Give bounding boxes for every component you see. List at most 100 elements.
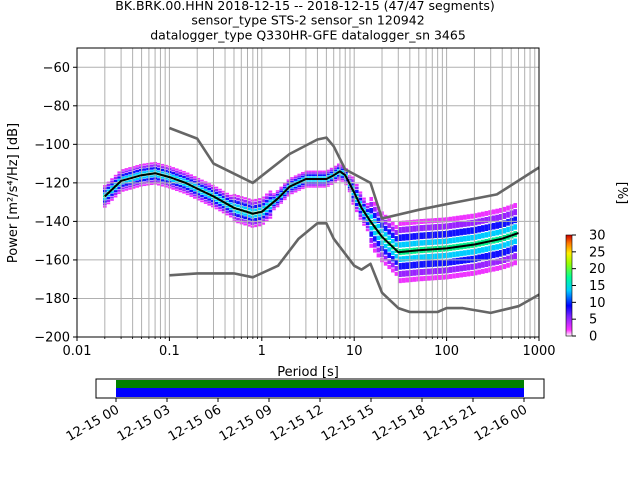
heatmap-cell [427, 232, 431, 239]
heatmap-cell [185, 190, 190, 193]
heatmap-cell [344, 183, 348, 186]
heatmap-cell [441, 231, 446, 238]
heatmap-cell [491, 244, 496, 251]
heatmap-cell [365, 209, 370, 213]
heatmap-cell [337, 179, 341, 181]
heatmap-cell [369, 237, 374, 243]
heatmap-cell [275, 199, 280, 202]
colorbar-tick-label: 5 [589, 313, 597, 328]
heatmap-cell [211, 197, 215, 200]
colorbar-tick-label: 20 [589, 262, 606, 277]
heatmap-cell [164, 185, 168, 188]
heatmap-cell [470, 234, 474, 241]
title-line-3: datalogger_type Q330HR-GFE datalogger_sn… [150, 28, 466, 43]
heatmap-cell [301, 177, 305, 180]
heatmap-cell [193, 183, 197, 186]
heatmap-cell [416, 240, 420, 246]
heatmap-cell [437, 238, 442, 245]
heatmap-cell [221, 192, 226, 196]
heatmap-cell [502, 264, 507, 270]
heatmap-cell [455, 229, 460, 236]
heatmap-cell [225, 197, 230, 201]
y-tick-label: −200 [34, 331, 70, 346]
heatmap-cell [207, 187, 212, 191]
y-axis-ticks: −60 −80 −100 −120 −140 −160 −180 −200 [34, 61, 77, 346]
heatmap-cell [117, 171, 122, 174]
heatmap-cell [121, 189, 125, 192]
heatmap-cell [106, 189, 111, 192]
heatmap-cell [261, 222, 266, 225]
heatmap-cell [358, 194, 363, 197]
heatmap-cell [175, 189, 179, 192]
heatmap-cell [463, 250, 467, 256]
heatmap-cell [157, 181, 161, 184]
heatmap-cell [405, 277, 410, 283]
low-noise-model-line [169, 222, 540, 315]
heatmap-cell [175, 176, 179, 179]
heatmap-cell [211, 189, 215, 193]
heatmap-cell [513, 245, 518, 252]
heatmap-cell [506, 219, 510, 226]
heatmap-cell [506, 247, 510, 255]
heatmap-cell [365, 225, 370, 229]
heatmap-cell [221, 203, 226, 206]
heatmap-cell [135, 167, 140, 170]
heatmap-cell [254, 221, 258, 225]
heatmap-cell [412, 261, 417, 269]
heatmap-cell [218, 196, 222, 199]
x-tick-label: 0.1 [159, 344, 180, 359]
heatmap-cell [207, 203, 212, 206]
heatmap-cell [301, 187, 305, 190]
heatmap-cell [326, 171, 330, 173]
heatmap-cell [502, 212, 507, 219]
heatmap-cell [247, 201, 251, 204]
heatmap-cell [466, 220, 471, 227]
heatmap-cell [502, 206, 507, 212]
colorbar-tick-label: 15 [589, 279, 606, 294]
heatmap-cell [117, 173, 122, 176]
heatmap-cell [110, 178, 114, 181]
heatmap-cell [409, 241, 413, 247]
heatmap-cell [470, 227, 474, 234]
heatmap-cell [293, 177, 298, 179]
heatmap-cell [113, 179, 118, 183]
heatmap-cell [207, 195, 212, 198]
heatmap-cell [164, 167, 168, 170]
heatmap-cell [218, 209, 222, 212]
y-tick-label: −160 [34, 253, 70, 268]
heatmap-cell [499, 265, 503, 271]
heatmap-cell [286, 185, 291, 187]
heatmap-cell [207, 183, 212, 185]
heatmap-cell [463, 264, 467, 271]
heatmap-cell [189, 189, 194, 193]
heatmap-cell [499, 214, 503, 221]
heatmap-cell [365, 212, 370, 216]
heatmap-cell [326, 173, 330, 176]
heatmap-cell [329, 179, 334, 182]
heatmap-cell [419, 276, 424, 282]
heatmap-cell [203, 199, 208, 202]
heatmap-cell [513, 253, 518, 260]
heatmap-cell [513, 224, 518, 230]
plot-frame [76, 47, 540, 338]
heatmap-cell [185, 172, 190, 175]
heatmap-cell [185, 193, 190, 196]
heatmap-cell [214, 207, 219, 210]
heatmap-cell [394, 225, 399, 230]
heatmap-cell [196, 182, 201, 186]
heatmap-cell [358, 207, 363, 211]
heatmap-cell [297, 185, 302, 187]
heatmap-cell [423, 260, 428, 268]
heatmap-cell [301, 173, 305, 176]
heatmap-cell [481, 253, 485, 261]
heatmap-cell [293, 185, 298, 187]
heatmap-cell [301, 171, 305, 174]
heatmap-cell [326, 181, 330, 183]
heatmap-cell [185, 185, 190, 188]
heatmap-cell [121, 174, 125, 177]
heatmap-cell [254, 205, 258, 209]
heatmap-cell [182, 178, 186, 181]
heatmap-cell [182, 183, 186, 186]
heatmap-cell [373, 236, 377, 242]
heatmap-cell [196, 198, 201, 201]
